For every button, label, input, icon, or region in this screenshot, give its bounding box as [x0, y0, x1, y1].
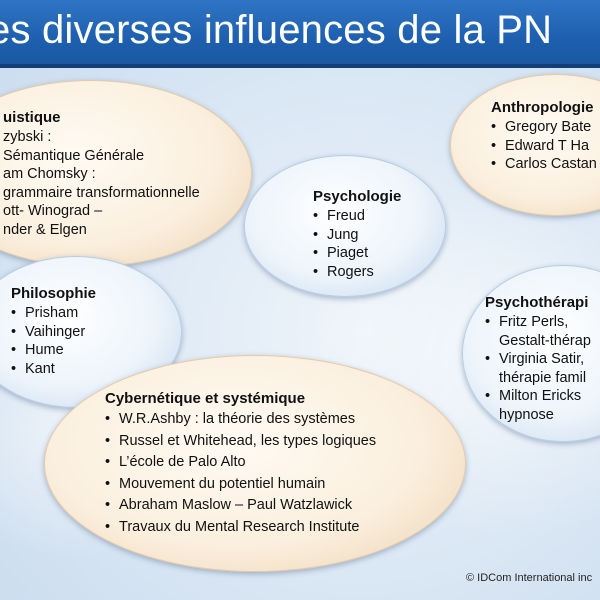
linguistique-line: grammaire transformationnelle — [3, 184, 200, 201]
linguistique-line: ott- Winograd – — [3, 203, 103, 219]
psychotherapie-heading: Psychothérapi — [485, 294, 589, 311]
anthropologie-item: • Carlos Castan — [491, 156, 597, 172]
linguistique-ellipse: uistique zybski : Sémantique Générale am… — [0, 80, 252, 267]
linguistique-line: Sémantique Générale — [3, 147, 145, 164]
title-bar: es diverses influences de la PN — [0, 0, 600, 68]
psychologie-item: • Freud — [313, 208, 365, 224]
philosophie-item: • Vaihinger — [11, 323, 86, 340]
cybernetique-heading: Cybernétique et systémique — [105, 390, 306, 407]
philosophie-item: • Prisham — [11, 305, 79, 321]
cybernetique-item: • Mouvement du potentiel humain — [105, 475, 326, 492]
cybernetique-item: • Abraham Maslow – Paul Watzlawick — [105, 497, 353, 513]
anthropologie-item: • Edward T Ha — [491, 137, 590, 154]
linguistique-line: zybski : — [3, 129, 52, 145]
psychologie-item: • Jung — [313, 226, 359, 243]
psychologie-item: • Piaget — [313, 245, 369, 261]
psychotherapie-item: • Virginia Satir, thérapie famil — [485, 351, 587, 386]
linguistique-heading: uistique — [3, 109, 61, 126]
anthropologie-item: • Gregory Bate — [491, 119, 592, 135]
cybernetique-item: • Russel et Whitehead, les types logiques — [105, 432, 377, 449]
psychologie-item: • Rogers — [313, 263, 374, 280]
cybernetique-item: • L’école de Palo Alto — [105, 454, 246, 470]
philosophie-item: • Hume — [11, 342, 64, 358]
slide-title: es diverses influences de la PN — [0, 8, 553, 52]
linguistique-line: am Chomsky : — [3, 166, 96, 182]
cybernetique-item: • Travaux du Mental Research Institute — [105, 518, 360, 535]
anthropologie-ellipse: Anthropologie • Gregory Bate • Edward T Ha… — [450, 74, 600, 216]
cybernetique-item: • W.R.Ashby : la théorie des systèmes — [105, 411, 356, 427]
cybernetique-ellipse: Cybernétique et systémique • W.R.Ashby : … — [44, 355, 466, 572]
psychotherapie-item: • Fritz Perls, Gestalt-thérap — [485, 314, 591, 349]
philosophie-heading: Philosophie — [11, 285, 97, 302]
psychologie-ellipse: Psychologie • Freud • Jung • Piaget • Rogers — [244, 155, 446, 297]
psychotherapie-ellipse: Psychothérapi • Fritz Perls, Gestalt-théra… — [462, 265, 600, 442]
linguistique-line: nder & Elgen — [3, 221, 87, 238]
psychotherapie-item: • Milton Ericks hypnose — [485, 388, 582, 423]
psychologie-heading: Psychologie — [313, 188, 402, 205]
copyright-notice: © IDCom International inc — [466, 572, 593, 584]
philosophie-item: • Kant — [11, 360, 55, 377]
anthropologie-heading: Anthropologie — [491, 99, 594, 116]
